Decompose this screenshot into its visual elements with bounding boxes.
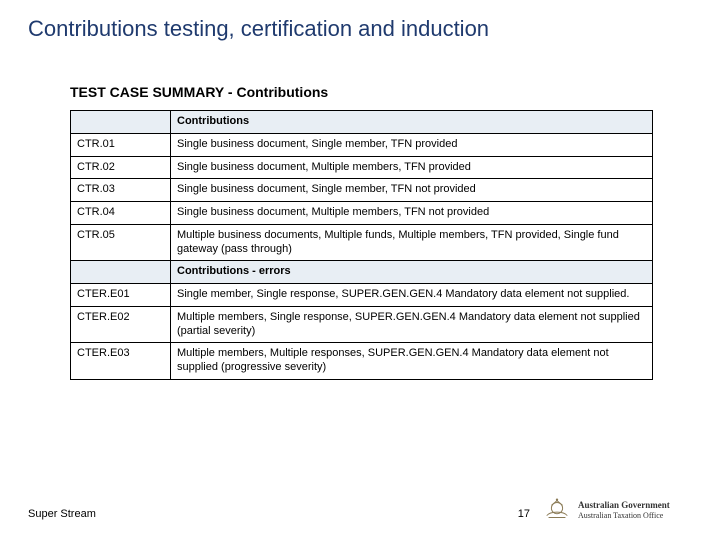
logo-line2: Australian Taxation Office bbox=[578, 511, 670, 520]
table-section-header: Contributions - errors bbox=[71, 261, 653, 284]
table-row: CTER.E03 Multiple members, Multiple resp… bbox=[71, 343, 653, 380]
slide: Contributions testing, certification and… bbox=[0, 0, 720, 540]
tc-id: CTR.04 bbox=[71, 202, 171, 225]
table-row: CTR.02 Single business document, Multipl… bbox=[71, 156, 653, 179]
header-blank bbox=[71, 261, 171, 284]
tc-desc: Single member, Single response, SUPER.GE… bbox=[171, 284, 653, 307]
header-blank bbox=[71, 111, 171, 134]
table-row: CTR.04 Single business document, Multipl… bbox=[71, 202, 653, 225]
tc-desc: Single business document, Single member,… bbox=[171, 133, 653, 156]
table-row: CTR.03 Single business document, Single … bbox=[71, 179, 653, 202]
gov-logo: Australian Government Australian Taxatio… bbox=[542, 494, 702, 526]
tc-desc: Single business document, Multiple membe… bbox=[171, 156, 653, 179]
header-label: Contributions - errors bbox=[171, 261, 653, 284]
page-title: Contributions testing, certification and… bbox=[28, 16, 489, 42]
logo-text: Australian Government Australian Taxatio… bbox=[578, 500, 670, 520]
tc-id: CTR.05 bbox=[71, 224, 171, 261]
tc-id: CTER.E02 bbox=[71, 306, 171, 343]
tc-id: CTER.E03 bbox=[71, 343, 171, 380]
tc-desc: Multiple members, Single response, SUPER… bbox=[171, 306, 653, 343]
tc-id: CTR.02 bbox=[71, 156, 171, 179]
tc-desc: Single business document, Multiple membe… bbox=[171, 202, 653, 225]
tc-id: CTR.01 bbox=[71, 133, 171, 156]
table-row: CTER.E02 Multiple members, Single respon… bbox=[71, 306, 653, 343]
tc-desc: Single business document, Single member,… bbox=[171, 179, 653, 202]
header-label: Contributions bbox=[171, 111, 653, 134]
page-number: 17 bbox=[518, 508, 530, 520]
table-section-header: Contributions bbox=[71, 111, 653, 134]
slide-footer: Super Stream 17 Australian Government Au… bbox=[0, 492, 720, 526]
table-row: CTR.01 Single business document, Single … bbox=[71, 133, 653, 156]
test-case-table-wrap: Contributions CTR.01 Single business doc… bbox=[70, 110, 652, 380]
tc-id: CTR.03 bbox=[71, 179, 171, 202]
tc-id: CTER.E01 bbox=[71, 284, 171, 307]
section-subtitle: TEST CASE SUMMARY - Contributions bbox=[70, 84, 328, 100]
crest-icon bbox=[542, 495, 572, 525]
footer-left-text: Super Stream bbox=[28, 508, 96, 520]
tc-desc: Multiple members, Multiple responses, SU… bbox=[171, 343, 653, 380]
test-case-table: Contributions CTR.01 Single business doc… bbox=[70, 110, 653, 380]
table-row: CTER.E01 Single member, Single response,… bbox=[71, 284, 653, 307]
table-row: CTR.05 Multiple business documents, Mult… bbox=[71, 224, 653, 261]
logo-line1: Australian Government bbox=[578, 500, 670, 510]
tc-desc: Multiple business documents, Multiple fu… bbox=[171, 224, 653, 261]
